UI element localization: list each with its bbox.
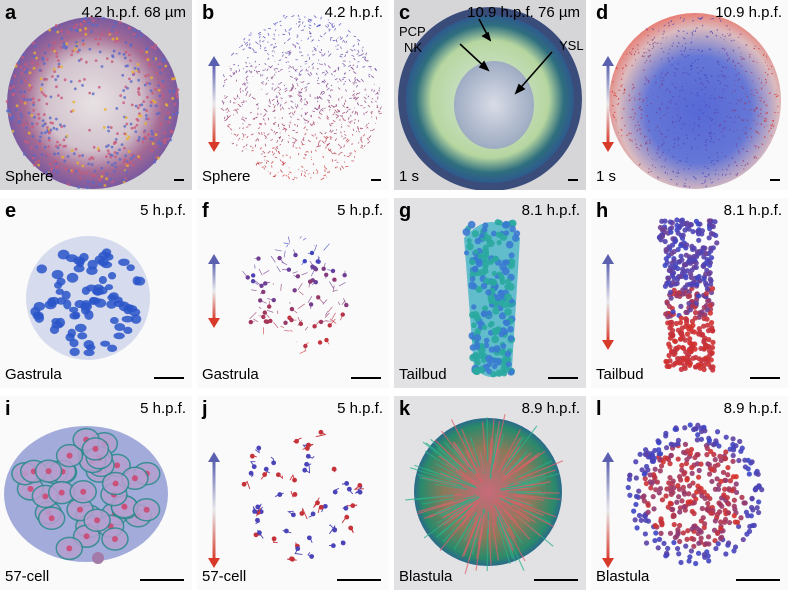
57-cell-embryo-image (4, 426, 168, 564)
panel-l: l 8.9 h.p.f. Blastula (591, 396, 788, 590)
panel-label: f (202, 200, 209, 222)
panel-time: 8.9 h.p.f. (723, 400, 782, 417)
panel-stage: Sphere (5, 168, 54, 185)
annotation-nk: NK (404, 40, 423, 55)
panel-stage: Tailbud (596, 366, 644, 383)
direction-arrow-shaft (606, 64, 610, 144)
panel-label: k (399, 398, 411, 420)
direction-arrow-shaft (606, 262, 610, 342)
scale-bar (140, 579, 184, 581)
blastula-embryo-image (405, 414, 564, 575)
one-somite-embryo-image (398, 7, 582, 190)
scale-bar (534, 579, 578, 581)
direction-arrow-shaft (212, 64, 216, 144)
panel-time: 5 h.p.f. (337, 202, 383, 219)
panel-time: 4.2 h.p.f. 68 µm (81, 4, 186, 21)
direction-arrow-up (208, 56, 220, 66)
panel-stage: 1 s (596, 168, 617, 185)
scale-bar (337, 579, 381, 581)
panel-g: g 8.1 h.p.f. Tailbud (394, 198, 586, 388)
tracking-one-somite-plot (602, 13, 781, 189)
panel-stage: Gastrula (202, 366, 259, 383)
panel-stage: Gastrula (5, 366, 62, 383)
scale-bar (548, 377, 578, 379)
panel-stage: Blastula (399, 568, 453, 585)
panel-label: c (399, 2, 411, 24)
panel-label: b (202, 2, 215, 24)
panel-label: i (5, 398, 11, 420)
panel-stage: Tailbud (399, 366, 447, 383)
gastrula-nuclei-image (26, 236, 150, 360)
blastula-track-plot (602, 422, 765, 568)
scale-bar (351, 377, 381, 379)
tailbud-track-plot (602, 217, 720, 373)
panel-time: 8.9 h.p.f. (521, 400, 580, 417)
panel-stage: Blastula (596, 568, 650, 585)
annotation-ysl: YSL (559, 38, 584, 53)
panel-f: f 5 h.p.f. Gastrula (197, 198, 389, 388)
direction-arrow-down (208, 318, 220, 328)
panel-time: 10.9 h.p.f. 76 µm (467, 4, 580, 21)
panel-label: a (5, 2, 17, 24)
scale-bar (154, 377, 184, 379)
direction-arrow-shaft (212, 262, 216, 320)
panel-e: e 5 h.p.f. Gastrula (0, 198, 192, 388)
panel-label: e (5, 200, 17, 222)
direction-arrow-up (602, 452, 614, 462)
sphere-embryo-image (5, 16, 180, 190)
scale-bar (736, 579, 780, 581)
panel-label: h (596, 200, 609, 222)
panel-label: j (202, 398, 208, 420)
scale-bar (371, 179, 381, 181)
panel-time: 10.9 h.p.f. (715, 4, 782, 21)
scale-bar (174, 179, 184, 181)
panel-label: g (399, 200, 412, 222)
panel-h: h 8.1 h.p.f. Tailbud (591, 198, 788, 388)
panel-time: 4.2 h.p.f. (324, 4, 383, 21)
panel-label: d (596, 2, 609, 24)
tracking-sphere-plot (208, 14, 382, 181)
panel-time: 5 h.p.f. (337, 400, 383, 417)
panel-a: a 4.2 h.p.f. 68 µm Sphere (0, 0, 192, 190)
direction-arrow-shaft (212, 460, 216, 560)
direction-arrow-up (602, 254, 614, 264)
57-cell-track-plot (208, 429, 364, 568)
annotation-pcp: PCP (399, 24, 426, 39)
scale-bar (770, 179, 780, 181)
panel-stage: 57-cell (202, 568, 247, 585)
panel-label: l (596, 398, 602, 420)
gastrula-track-plot (208, 236, 349, 354)
direction-arrow-up (208, 452, 220, 462)
panel-c: c 10.9 h.p.f. 76 µm 1 s PCP NK YSL (394, 0, 586, 190)
direction-arrow-up (602, 56, 614, 66)
panel-stage: 1 s (399, 168, 420, 185)
panel-time: 5 h.p.f. (140, 400, 186, 417)
panel-k: k 8.9 h.p.f. Blastula (394, 396, 586, 590)
direction-arrow-up (208, 254, 220, 264)
direction-arrow-down (208, 558, 220, 568)
panel-time: 8.1 h.p.f. (521, 202, 580, 219)
scale-bar (568, 179, 578, 181)
panel-j: j 5 h.p.f. 57-cell (197, 396, 389, 590)
direction-arrow-down (602, 558, 614, 568)
tailbud-embryo-image (462, 219, 521, 378)
direction-arrow-shaft (606, 460, 610, 560)
scale-bar (750, 377, 780, 379)
panel-stage: Sphere (202, 168, 251, 185)
panel-b: b 4.2 h.p.f. Sphere (197, 0, 389, 190)
direction-arrow-down (602, 142, 614, 152)
panel-stage: 57-cell (5, 568, 50, 585)
panel-time: 8.1 h.p.f. (723, 202, 782, 219)
direction-arrow-down (208, 142, 220, 152)
panel-time: 5 h.p.f. (140, 202, 186, 219)
panel-d: d 10.9 h.p.f. 1 s (591, 0, 788, 190)
direction-arrow-down (602, 340, 614, 350)
panel-i: i 5 h.p.f. 57-cell (0, 396, 192, 590)
